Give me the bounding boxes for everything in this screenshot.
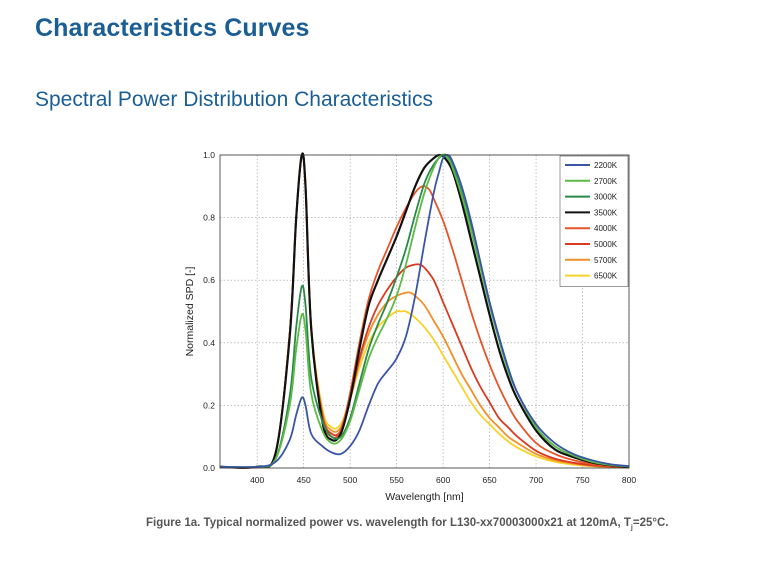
- x-tick-label: 500: [343, 475, 357, 485]
- spd-chart: 400 450 500 550 600 650 700 750 800 0.0 0.2 0.4 0.6 0…: [184, 150, 636, 503]
- caption-suffix: =25°C.: [632, 517, 669, 529]
- y-tick-label: 0.6: [203, 275, 215, 285]
- y-tick-label: 0.2: [203, 400, 215, 410]
- tick-labels: 400 450 500 550 600 650 700 750 800 0.0 0.2 0.4 0.6 0…: [203, 150, 636, 485]
- x-tick-label: 750: [575, 475, 589, 485]
- x-tick-label: 450: [297, 475, 311, 485]
- y-tick-label: 0.4: [203, 338, 215, 348]
- x-tick-label: 700: [529, 475, 543, 485]
- y-tick-label: 0.8: [203, 213, 215, 223]
- section-subtitle: Spectral Power Distribution Characterist…: [35, 88, 433, 111]
- y-tick-label: 0.0: [203, 463, 215, 473]
- page-title: Characteristics Curves: [35, 14, 310, 42]
- series-line-3500k: [219, 152, 630, 469]
- legend-label-4000k: 4000K: [594, 224, 618, 233]
- x-tick-label: 550: [390, 475, 404, 485]
- legend-label-6500k: 6500K: [594, 272, 618, 281]
- figure-caption: Figure 1a. Typical normalized power vs. …: [146, 517, 668, 531]
- series-lines: [219, 152, 630, 469]
- legend-label-2700k: 2700K: [594, 177, 618, 186]
- legend-label-2200k: 2200K: [594, 161, 618, 170]
- series-line-2200k: [219, 153, 630, 469]
- x-tick-label: 800: [622, 475, 636, 485]
- legend: 2200K 2700K 3000K 3500K 4000K 5000K 5700K 6500K: [559, 155, 629, 287]
- x-tick-label: 650: [482, 475, 496, 485]
- y-tick-label: 1.0: [203, 150, 215, 160]
- caption-prefix: Figure 1a. Typical normalized power vs. …: [146, 517, 631, 529]
- y-axis-title: Normalized SPD [-]: [184, 266, 196, 356]
- plot-frame: [219, 154, 630, 469]
- caption-subscript: j: [630, 524, 633, 532]
- legend-label-5000k: 5000K: [594, 240, 618, 249]
- legend-label-5700k: 5700K: [594, 256, 618, 265]
- x-axis-title: Wavelength [nm]: [385, 491, 463, 503]
- legend-label-3500k: 3500K: [594, 208, 618, 217]
- x-tick-label: 400: [250, 475, 264, 485]
- x-tick-label: 600: [436, 475, 450, 485]
- legend-box: [559, 155, 629, 287]
- legend-label-3000k: 3000K: [594, 193, 618, 202]
